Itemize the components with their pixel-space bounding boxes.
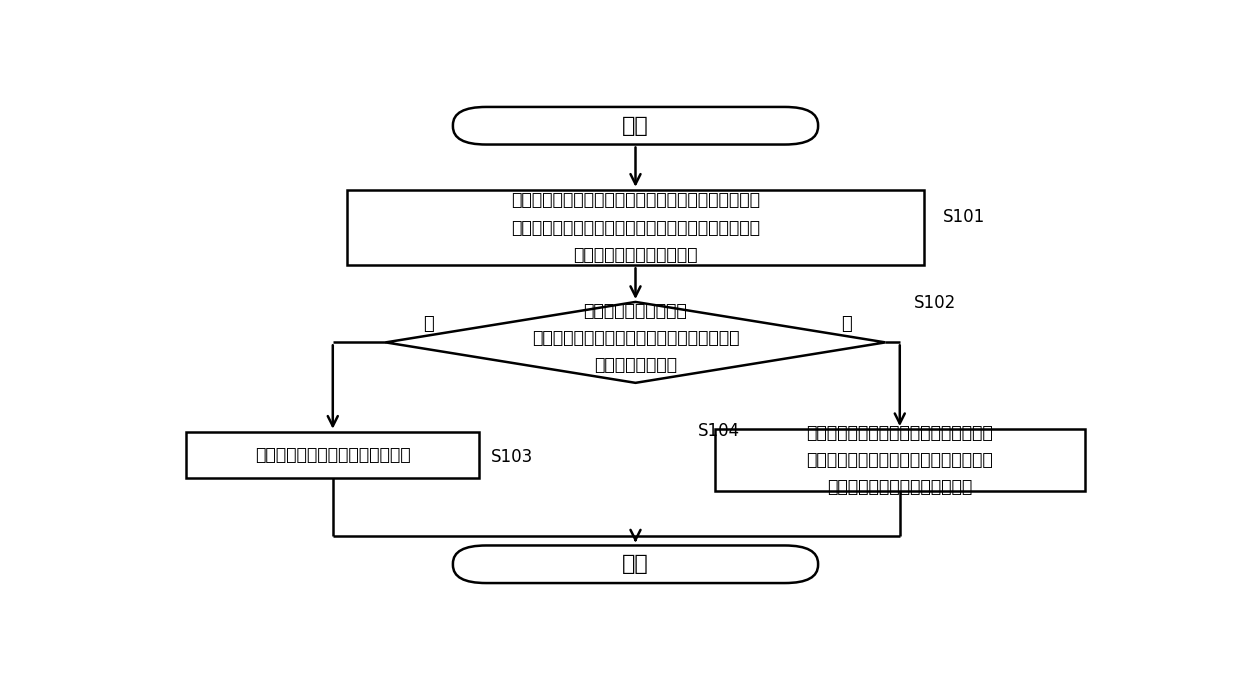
Text: S101: S101: [944, 208, 986, 226]
Bar: [714, 429, 1085, 491]
Text: 当检测到需要向目标物理子扇区写入的待写入数据时，
查询所述目标物理子扇区的第一擦写情况，并计算所有
物理子扇区的第二擦写情况: 当检测到需要向目标物理子扇区写入的待写入数据时， 查询所述目标物理子扇区的第一擦…: [511, 191, 760, 264]
Polygon shape: [386, 302, 885, 383]
Bar: [186, 432, 480, 477]
Text: 开始: 开始: [622, 116, 649, 136]
Text: 基于数理统计根据第一
擦写情况和第二擦写情况判断目标物理子扇区
是否符合预设条件: 基于数理统计根据第一 擦写情况和第二擦写情况判断目标物理子扇区 是否符合预设条件: [532, 302, 739, 374]
Text: 将所有物理子扇区中实际擦写次数最少的
物理子扇区设置为最佳物理子扇区，并将
待写入数据写入最佳物理子扇区: 将所有物理子扇区中实际擦写次数最少的 物理子扇区设置为最佳物理子扇区，并将 待写…: [806, 424, 993, 496]
Text: S102: S102: [914, 294, 956, 313]
Text: S103: S103: [491, 448, 533, 466]
Text: 将待写入数据写入目标物理子扇区: 将待写入数据写入目标物理子扇区: [255, 445, 410, 464]
FancyBboxPatch shape: [453, 107, 818, 144]
Text: 是: 是: [424, 315, 434, 333]
Bar: [347, 190, 924, 265]
FancyBboxPatch shape: [453, 546, 818, 583]
Text: S104: S104: [698, 422, 740, 440]
Text: 否: 否: [842, 315, 852, 333]
Text: 结束: 结束: [622, 555, 649, 574]
